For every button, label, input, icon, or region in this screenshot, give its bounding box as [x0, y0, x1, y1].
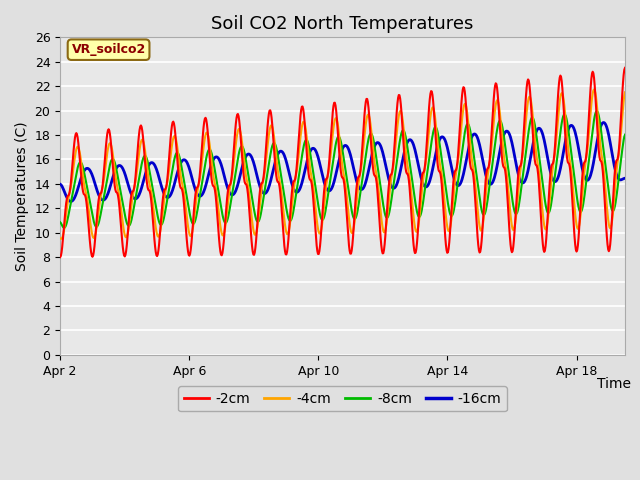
-4cm: [57, 236, 65, 241]
-2cm: [56, 254, 64, 260]
-16cm: [339, 145, 347, 151]
-4cm: [200, 139, 208, 145]
-4cm: [621, 89, 629, 95]
-4cm: [437, 168, 445, 174]
-4cm: [56, 236, 64, 241]
-16cm: [299, 178, 307, 183]
-16cm: [67, 199, 75, 204]
-2cm: [200, 124, 207, 130]
Line: -2cm: -2cm: [60, 68, 625, 257]
-8cm: [56, 219, 64, 225]
-2cm: [371, 173, 379, 179]
-8cm: [299, 150, 307, 156]
-4cm: [299, 121, 307, 127]
Line: -16cm: -16cm: [60, 122, 625, 202]
Legend: -2cm, -4cm, -8cm, -16cm: -2cm, -4cm, -8cm, -16cm: [178, 386, 507, 411]
-4cm: [590, 86, 598, 92]
Text: VR_soilco2: VR_soilco2: [72, 43, 146, 56]
-2cm: [621, 65, 629, 71]
-16cm: [375, 140, 383, 146]
-4cm: [372, 169, 380, 175]
-8cm: [60, 225, 68, 231]
-8cm: [621, 132, 629, 138]
-2cm: [298, 104, 306, 109]
Line: -8cm: -8cm: [60, 111, 625, 228]
-16cm: [600, 120, 607, 125]
-2cm: [436, 171, 444, 177]
-16cm: [56, 181, 64, 187]
-8cm: [372, 152, 380, 158]
-4cm: [375, 187, 383, 193]
-8cm: [200, 167, 208, 173]
-4cm: [339, 167, 347, 173]
-8cm: [437, 153, 445, 158]
-8cm: [375, 171, 383, 177]
Title: Soil CO2 North Temperatures: Soil CO2 North Temperatures: [211, 15, 474, 33]
-8cm: [593, 108, 600, 114]
-2cm: [374, 194, 382, 200]
Line: -4cm: -4cm: [60, 89, 625, 239]
X-axis label: Time: Time: [596, 377, 630, 391]
-8cm: [339, 150, 347, 156]
-16cm: [621, 175, 629, 181]
-2cm: [339, 175, 346, 180]
-16cm: [437, 134, 445, 140]
-16cm: [372, 141, 380, 146]
-16cm: [200, 188, 208, 193]
Y-axis label: Soil Temperatures (C): Soil Temperatures (C): [15, 121, 29, 271]
